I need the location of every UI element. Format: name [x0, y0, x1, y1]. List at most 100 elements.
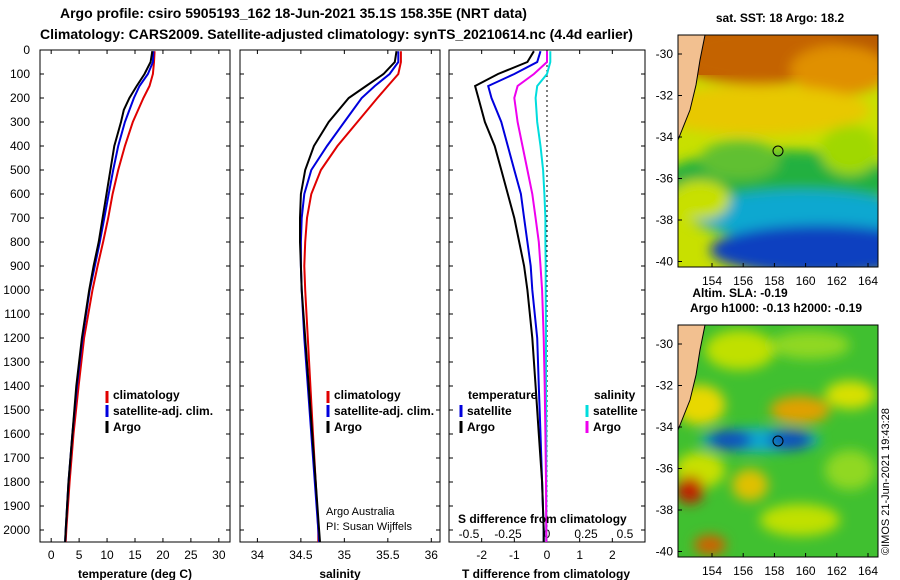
map-x-tick-label: 154: [702, 274, 722, 288]
map-y-tick-label: -34: [656, 130, 674, 144]
map-x-tick-label: 164: [858, 274, 878, 288]
map-x-tick-label: 154: [702, 564, 722, 578]
map-y-tick-label: -30: [656, 337, 674, 351]
y-tick-label: 1000: [3, 283, 30, 297]
x-tick-label: 25: [184, 548, 198, 562]
diff-legend-s-sat: satellite: [593, 404, 638, 418]
x-tick-label: 0: [48, 548, 55, 562]
x-tick-label: 34.5: [289, 548, 313, 562]
y-tick-label: 0: [23, 43, 30, 57]
y-tick-label: 300: [10, 115, 30, 129]
map-x-tick-label: 156: [733, 564, 753, 578]
s-diff-tick-label: -0.5: [459, 527, 480, 541]
y-tick-label: 1300: [3, 355, 30, 369]
map-y-tick-label: -30: [656, 47, 674, 61]
map-y-tick-label: -38: [656, 213, 674, 227]
x-tick-label: 36: [425, 548, 439, 562]
x-tick-label: 30: [212, 548, 226, 562]
x-tick-label: 0: [544, 548, 551, 562]
x-tick-label: 20: [156, 548, 170, 562]
map-x-tick-label: 162: [827, 564, 847, 578]
x-tick-label: 35: [338, 548, 352, 562]
y-tick-label: 900: [10, 259, 30, 273]
diff-legend-temperature-header: temperature: [468, 388, 538, 402]
x-tick-label: 2: [609, 548, 616, 562]
y-tick-label: 1200: [3, 331, 30, 345]
y-tick-label: 400: [10, 139, 30, 153]
imos-timestamp: ©IMOS 21-Jun-2021 19:43:28: [880, 408, 892, 555]
sst-map-title: sat. SST: 18 Argo: 18.2: [716, 11, 845, 25]
x-tick-label: 34: [251, 548, 265, 562]
map-y-tick-label: -32: [656, 379, 674, 393]
map-x-tick-label: 158: [764, 274, 784, 288]
title-line-1: Argo profile: csiro 5905193_162 18-Jun-2…: [60, 5, 527, 21]
x-tick-label: 5: [76, 548, 83, 562]
sst-argo-location-marker: [772, 145, 784, 157]
map-y-tick-label: -40: [656, 545, 674, 559]
series-difference-t-satellite: [487, 50, 545, 542]
map-y-tick-label: -36: [656, 462, 674, 476]
y-tick-label: 1100: [4, 307, 30, 321]
y-tick-label: 200: [10, 91, 30, 105]
x-tick-label: 10: [100, 548, 114, 562]
sla-map: [677, 324, 879, 558]
sla-map-title-1: Altim. SLA: -0.19: [692, 286, 788, 300]
annotation-pi: PI: Susan Wijffels: [326, 521, 412, 533]
title-line-2: Climatology: CARS2009. Satellite-adjuste…: [40, 26, 633, 42]
sst-map: [677, 34, 879, 268]
sla-land: [678, 325, 705, 430]
diff-legend-s-argo: Argo: [593, 420, 621, 434]
temp-legend-clim: climatology: [113, 388, 180, 402]
series-temperature-climatology: [64, 51, 156, 543]
temp-legend-sat: satellite-adj. clim.: [113, 404, 213, 418]
s-diff-tick-label: -0.25: [494, 527, 522, 541]
y-tick-label: 800: [10, 235, 30, 249]
y-tick-label: 1800: [3, 475, 30, 489]
series-temperature-satellite-adj-clim-: [64, 51, 155, 543]
s-difference-label: S difference from climatology: [458, 512, 627, 526]
sla-map-title-2: Argo h1000: -0.13 h2000: -0.19: [690, 301, 862, 315]
temperature-panel-frame: [39, 49, 231, 543]
y-tick-label: 1900: [3, 499, 30, 513]
y-tick-label: 100: [10, 67, 30, 81]
y-tick-label: 600: [10, 187, 30, 201]
map-y-tick-label: -36: [656, 172, 674, 186]
x-tick-label: 1: [576, 548, 583, 562]
x-tick-label: 15: [128, 548, 142, 562]
sst-land: [678, 35, 705, 140]
s-diff-tick-label: 0.5: [617, 527, 634, 541]
sal-legend-clim: climatology: [334, 388, 401, 402]
salinity-xlabel: salinity: [319, 567, 361, 580]
series-salinity-climatology: [303, 51, 402, 542]
map-x-tick-label: 156: [733, 274, 753, 288]
sal-legend-sat: satellite-adj. clim.: [334, 404, 434, 418]
diff-legend-t-sat: satellite: [467, 404, 512, 418]
series-difference-s-argo: [513, 51, 548, 542]
temperature-xlabel: temperature (deg C): [78, 567, 192, 580]
x-tick-label: 35.5: [376, 548, 400, 562]
y-tick-label: 1600: [3, 427, 30, 441]
y-tick-label: 1500: [3, 403, 30, 417]
y-tick-label: 1700: [3, 451, 30, 465]
map-x-tick-label: 162: [827, 274, 847, 288]
y-tick-label: 2000: [3, 523, 30, 537]
salinity-panel-frame: [239, 49, 441, 543]
sal-legend-argo: Argo: [334, 420, 362, 434]
map-x-tick-label: 160: [796, 564, 816, 578]
diff-legend-t-argo: Argo: [467, 420, 495, 434]
annotation-argo-australia: Argo Australia: [326, 506, 395, 518]
map-y-tick-label: -34: [656, 420, 674, 434]
map-x-tick-label: 164: [858, 564, 878, 578]
temp-legend-argo: Argo: [113, 420, 141, 434]
series-salinity-argo: [299, 51, 398, 543]
x-tick-label: -1: [509, 548, 520, 562]
series-difference-t-argo: [473, 50, 545, 542]
y-tick-label: 500: [10, 163, 30, 177]
sla-argo-location-marker: [772, 435, 784, 447]
map-y-tick-label: -38: [656, 503, 674, 517]
y-tick-label: 1400: [3, 379, 30, 393]
difference-xlabel: T difference from climatology: [462, 567, 630, 580]
diff-legend-salinity-header: salinity: [594, 388, 636, 402]
map-x-tick-label: 158: [764, 564, 784, 578]
